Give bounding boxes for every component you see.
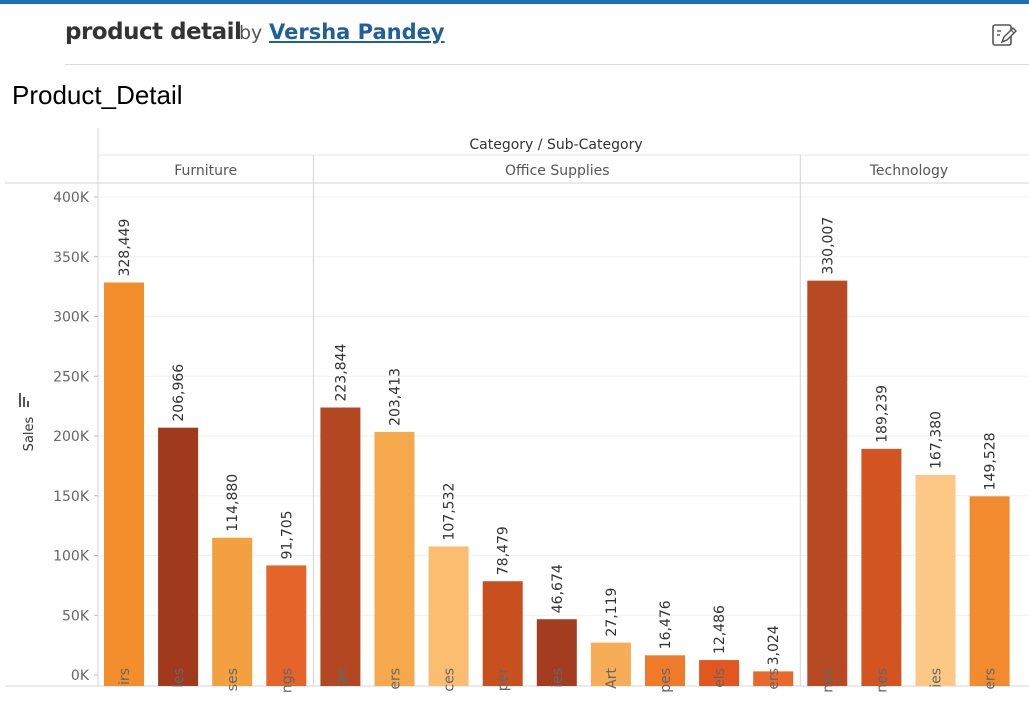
x-tick-label: ers: [388, 668, 404, 690]
y-tick-label: 250K: [53, 369, 90, 385]
group-header: Technology: [869, 163, 948, 179]
x-tick-label: ers: [983, 668, 999, 690]
bar-value-label: 3,024: [766, 625, 782, 665]
column-header: Category / Sub-Category: [469, 137, 642, 153]
author-link[interactable]: Versha Pandey: [269, 20, 445, 44]
bar-value-label: 149,528: [983, 432, 999, 490]
viz-by-text: by: [239, 22, 263, 44]
bar: [104, 282, 144, 686]
bar: [753, 671, 794, 686]
x-tick-label: ces: [442, 668, 458, 692]
bar: [212, 537, 253, 686]
y-tick-label: 100K: [53, 549, 90, 565]
viz-header: product detail by Versha Pandey: [0, 4, 1029, 64]
group-header: Furniture: [174, 163, 237, 179]
x-tick-label: els: [712, 668, 728, 688]
bar-value-label: 12,486: [712, 605, 728, 654]
sort-icon: [19, 393, 29, 407]
x-tick-label: pes: [658, 668, 674, 693]
bar-value-label: 330,007: [820, 217, 836, 275]
sheet-title: Product_Detail: [12, 80, 183, 110]
bar: [320, 407, 361, 686]
x-tick-label: irs: [117, 668, 133, 685]
x-tick-label: ngs: [279, 668, 295, 693]
header-divider: [65, 64, 1029, 65]
x-tick-label: ies: [550, 668, 566, 688]
bar: [428, 546, 469, 686]
y-tick-label: 300K: [53, 310, 90, 326]
bar: [915, 474, 956, 686]
y-tick-label: 0K: [71, 668, 90, 684]
bar: [699, 660, 740, 686]
top-accent-bar: [0, 0, 1029, 4]
x-tick-label: ies: [929, 668, 945, 688]
x-tick-label: nes: [874, 668, 890, 693]
y-tick-label: 150K: [53, 489, 90, 505]
bar: [807, 280, 848, 686]
x-tick-label: ge: [333, 668, 349, 686]
bar-value-label: 114,880: [225, 474, 241, 532]
bar: [482, 581, 523, 686]
bar-value-label: 27,119: [604, 588, 620, 637]
bar-value-label: 167,380: [929, 411, 945, 469]
bar-value-label: 328,449: [117, 219, 133, 277]
bar-value-label: 16,476: [658, 600, 674, 649]
y-tick-label: 200K: [53, 429, 90, 445]
bar-value-label: 46,674: [550, 564, 566, 613]
x-tick-label: per: [496, 668, 512, 692]
y-tick-label: 350K: [53, 250, 90, 266]
bar-value-label: 91,705: [279, 510, 295, 559]
y-axis-label: Sales: [22, 416, 37, 451]
bar-value-label: 206,966: [171, 364, 187, 422]
bar: [158, 427, 199, 686]
x-tick-label: nes: [820, 668, 836, 693]
bar: [536, 619, 577, 686]
bar-value-label: 223,844: [333, 344, 349, 402]
x-tick-label: les: [171, 668, 187, 688]
x-tick-label: ers: [766, 668, 782, 690]
bar-value-label: 107,532: [442, 483, 458, 541]
bar: [374, 431, 415, 686]
x-tick-label: Art: [604, 667, 620, 688]
bar-value-label: 189,239: [874, 385, 890, 443]
y-tick-label: 400K: [53, 190, 90, 206]
y-tick-label: 50K: [62, 608, 90, 624]
bar-value-label: 78,479: [496, 526, 512, 575]
bar: [645, 655, 685, 686]
x-tick-label: ses: [225, 668, 241, 691]
viz-title: product detail: [65, 19, 242, 45]
bar-value-label: 203,413: [388, 368, 404, 426]
bar: [969, 496, 1010, 686]
bar: [861, 448, 902, 686]
edit-pencil-icon[interactable]: [990, 22, 1018, 50]
bar: [590, 642, 631, 686]
group-header: Office Supplies: [505, 163, 610, 179]
bar: [266, 565, 307, 686]
